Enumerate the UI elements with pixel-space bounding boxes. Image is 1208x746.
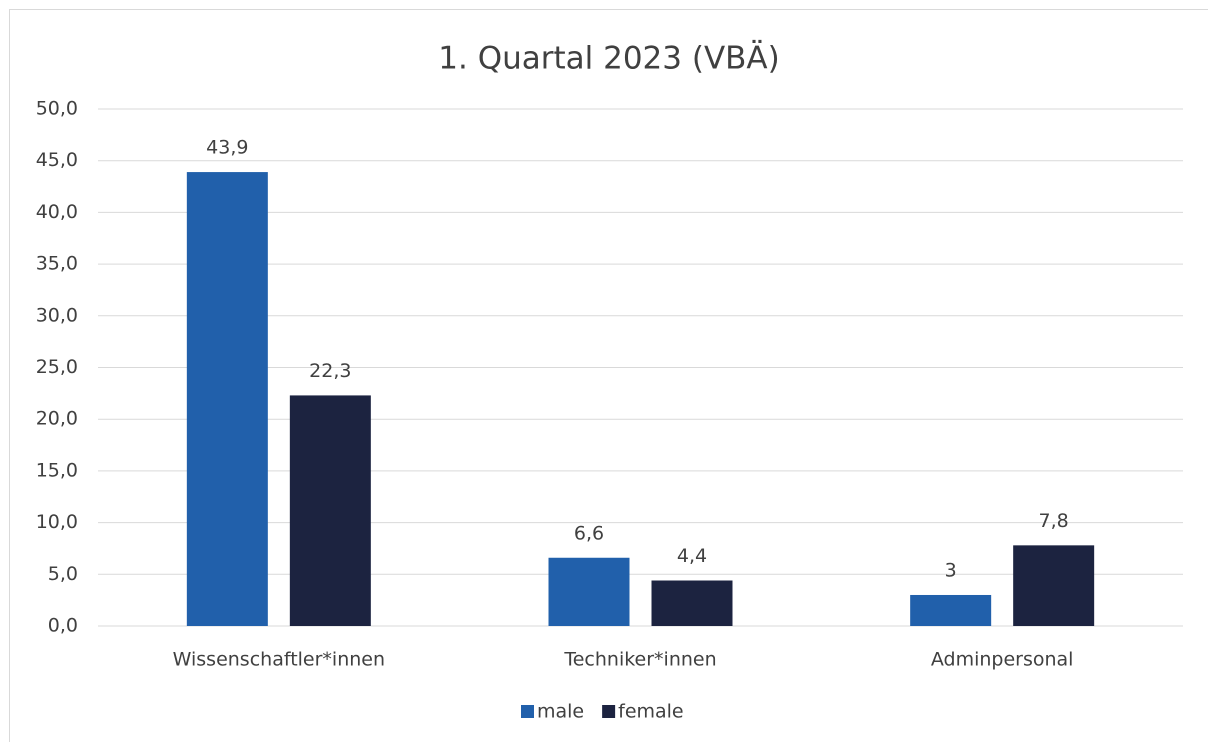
data-label: 22,3 bbox=[309, 360, 351, 382]
y-tick-label: 15,0 bbox=[36, 459, 78, 481]
legend-label: female bbox=[618, 701, 684, 723]
x-tick-label: Wissenschaftler*innen bbox=[173, 649, 385, 671]
y-tick-label: 10,0 bbox=[36, 511, 78, 533]
y-tick-label: 30,0 bbox=[36, 304, 78, 326]
bar bbox=[290, 395, 371, 626]
y-tick-label: 20,0 bbox=[36, 408, 78, 430]
data-label: 7,8 bbox=[1039, 510, 1069, 532]
data-label: 43,9 bbox=[206, 137, 248, 159]
y-tick-label: 50,0 bbox=[36, 98, 78, 120]
x-tick-label: Adminpersonal bbox=[931, 649, 1074, 671]
bar bbox=[1013, 545, 1094, 626]
chart-title: 1. Quartal 2023 (VBÄ) bbox=[438, 41, 779, 77]
x-tick-label: Techniker*innen bbox=[563, 649, 716, 671]
y-tick-label: 45,0 bbox=[36, 149, 78, 171]
y-tick-label: 25,0 bbox=[36, 356, 78, 378]
bar bbox=[549, 558, 630, 626]
legend-label: male bbox=[537, 701, 584, 723]
bar bbox=[910, 595, 991, 626]
data-label: 6,6 bbox=[574, 522, 604, 544]
y-tick-label: 35,0 bbox=[36, 253, 78, 275]
data-label: 4,4 bbox=[677, 545, 707, 567]
y-tick-label: 0,0 bbox=[48, 615, 78, 637]
legend-swatch bbox=[521, 705, 534, 718]
y-tick-label: 40,0 bbox=[36, 201, 78, 223]
y-tick-label: 5,0 bbox=[48, 563, 78, 585]
legend-swatch bbox=[602, 705, 615, 718]
data-label: 3 bbox=[945, 559, 957, 581]
bar bbox=[652, 581, 733, 626]
bar bbox=[187, 172, 268, 626]
